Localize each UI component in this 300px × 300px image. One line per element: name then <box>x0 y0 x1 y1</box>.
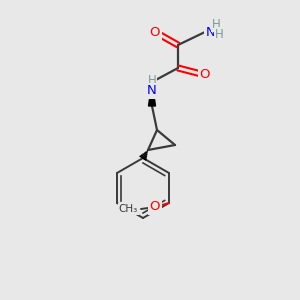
Text: CH₃: CH₃ <box>119 204 138 214</box>
Text: N: N <box>147 85 157 98</box>
Text: H: H <box>212 19 220 32</box>
Text: O: O <box>150 200 160 214</box>
Text: NH: NH <box>206 26 226 38</box>
Polygon shape <box>148 82 155 106</box>
Text: O: O <box>200 68 210 82</box>
Text: H: H <box>214 28 224 40</box>
Text: O: O <box>150 26 160 38</box>
Text: H: H <box>148 74 156 88</box>
